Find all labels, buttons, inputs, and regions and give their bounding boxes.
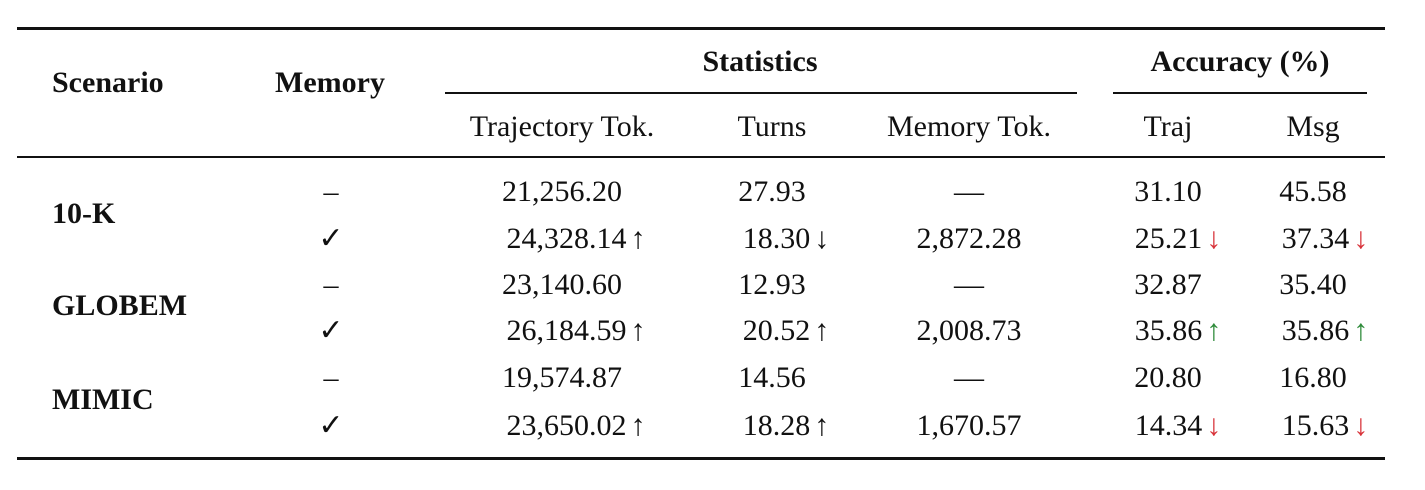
msg-acc-cell: 37.34 ↓: [1281, 222, 1369, 255]
memory-cell: –: [323, 175, 339, 208]
up-arrow-icon: ↑: [1353, 314, 1369, 347]
msg-acc-cell: 35.40: [1279, 268, 1347, 301]
trajectory-tok-cell: 23,650.02 ↑: [506, 409, 646, 442]
turns-cell: 18.30 ↓: [742, 222, 830, 255]
header-trajectory-tok: Trajectory Tok.: [469, 110, 655, 143]
turns-cell: 18.28 ↑: [742, 409, 830, 442]
memory-cell: ✓: [318, 409, 344, 442]
down-arrow-icon: ↓: [1206, 409, 1222, 442]
memory-cell: –: [323, 268, 339, 301]
msg-acc-cell: 15.63 ↓: [1281, 409, 1369, 442]
msg-acc-cell: 45.58: [1279, 175, 1347, 208]
up-arrow-icon: ↑: [1206, 314, 1222, 347]
header-statistics: Statistics: [702, 45, 818, 78]
up-arrow-icon: ↑: [814, 314, 830, 347]
traj-acc-cell: 14.34 ↓: [1134, 409, 1222, 442]
header-midrule: [17, 156, 1385, 158]
up-arrow-icon: ↑: [630, 222, 646, 255]
memory-cell: ✓: [318, 314, 344, 347]
traj-acc-cell: 25.21 ↓: [1134, 222, 1222, 255]
memory-tok-cell: 1,670.57: [916, 409, 1022, 442]
trajectory-tok-cell: 26,184.59 ↑: [506, 314, 646, 347]
header-msg: Msg: [1286, 110, 1340, 143]
memory-cell: ✓: [318, 222, 344, 255]
scenario-label: 10-K: [52, 197, 116, 230]
msg-acc-cell: 16.80: [1279, 361, 1347, 394]
bottom-rule: [17, 457, 1385, 460]
memory-tok-cell: —: [954, 268, 984, 301]
memory-tok-cell: —: [954, 175, 984, 208]
turns-cell: 20.52 ↑: [742, 314, 830, 347]
up-arrow-icon: ↑: [630, 314, 646, 347]
memory-tok-cell: 2,008.73: [916, 314, 1022, 347]
traj-acc-cell: 20.80: [1134, 361, 1202, 394]
up-arrow-icon: ↑: [814, 409, 830, 442]
down-arrow-icon: ↓: [1353, 409, 1369, 442]
trajectory-tok-cell: 21,256.20: [502, 175, 622, 208]
memory-cell: –: [323, 361, 339, 394]
scenario-label: GLOBEM: [52, 289, 188, 322]
msg-acc-cell: 35.86 ↑: [1281, 314, 1369, 347]
scenario-label: MIMIC: [52, 383, 154, 416]
header-accuracy: Accuracy (%): [1150, 45, 1330, 78]
traj-acc-cell: 32.87: [1134, 268, 1202, 301]
up-arrow-icon: ↑: [630, 409, 646, 442]
header-memory-tok: Memory Tok.: [886, 110, 1052, 143]
down-arrow-icon: ↓: [1206, 222, 1222, 255]
header-scenario: Scenario: [52, 66, 164, 99]
header-turns: Turns: [737, 110, 807, 143]
trajectory-tok-cell: 23,140.60: [502, 268, 622, 301]
header-memory: Memory: [275, 66, 385, 99]
turns-cell: 12.93: [738, 268, 806, 301]
accuracy-cmidrule: [1113, 92, 1367, 94]
statistics-cmidrule: [445, 92, 1077, 94]
turns-cell: 27.93: [738, 175, 806, 208]
down-arrow-icon: ↓: [1353, 222, 1369, 255]
memory-tok-cell: 2,872.28: [916, 222, 1022, 255]
down-arrow-icon: ↓: [814, 222, 830, 255]
turns-cell: 14.56: [738, 361, 806, 394]
trajectory-tok-cell: 24,328.14 ↑: [506, 222, 646, 255]
trajectory-tok-cell: 19,574.87: [502, 361, 622, 394]
traj-acc-cell: 35.86 ↑: [1134, 314, 1222, 347]
traj-acc-cell: 31.10: [1134, 175, 1202, 208]
memory-tok-cell: —: [954, 361, 984, 394]
top-rule: [17, 27, 1385, 30]
header-traj: Traj: [1143, 110, 1193, 143]
